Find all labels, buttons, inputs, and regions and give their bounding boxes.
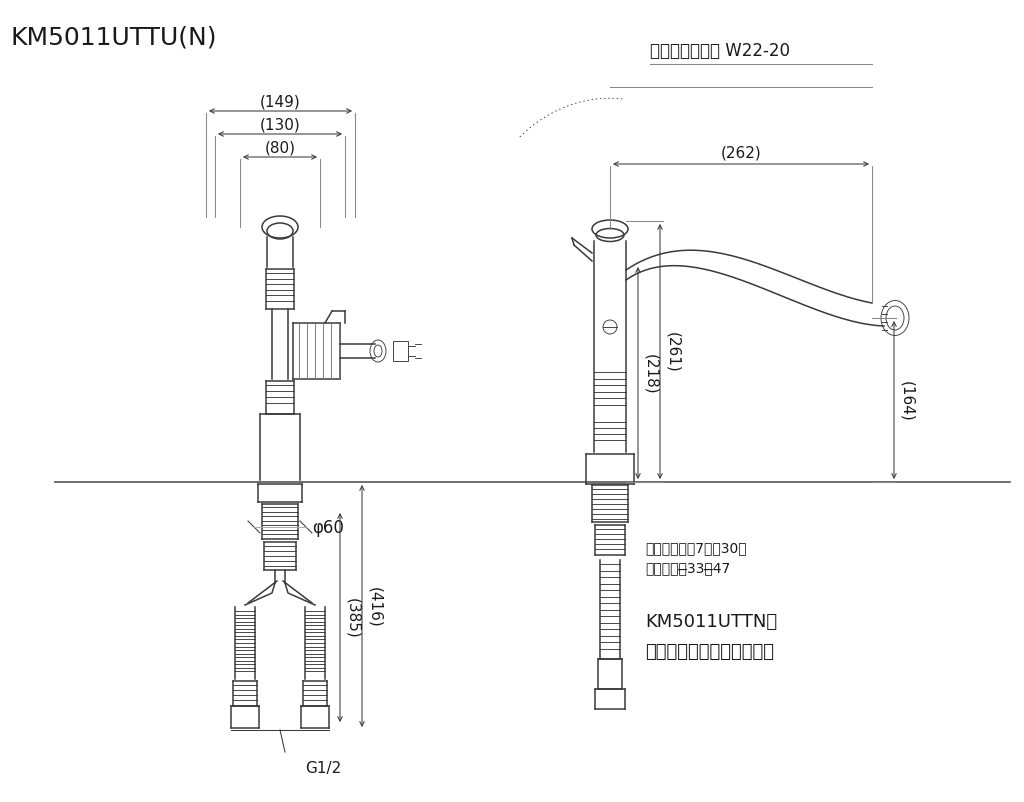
Text: (416): (416)	[367, 586, 382, 626]
Text: G1/2: G1/2	[305, 760, 341, 775]
Text: 取り付け板厚7㎜～30㎜: 取り付け板厚7㎜～30㎜	[645, 541, 746, 554]
Text: KM5011UTTU(N): KM5011UTTU(N)	[10, 25, 216, 49]
Text: (218): (218)	[643, 353, 658, 394]
Text: (262): (262)	[721, 145, 762, 160]
Text: (261): (261)	[665, 332, 680, 372]
Text: (149): (149)	[260, 95, 301, 109]
Bar	[393, 342, 408, 362]
Text: 取り付け穼̶33～̶47: 取り付け穼̶33～̶47	[645, 561, 730, 574]
Text: (130): (130)	[260, 117, 300, 132]
Text: 泡沫器キャップ W22-20: 泡沫器キャップ W22-20	[650, 42, 790, 60]
Text: 分岐止水栓を含みません。: 分岐止水栓を含みません。	[645, 642, 774, 660]
Text: φ60: φ60	[312, 518, 344, 537]
Text: KM5011UTTNは: KM5011UTTNは	[645, 612, 777, 630]
Text: (80): (80)	[264, 140, 296, 156]
Text: (385): (385)	[345, 597, 360, 638]
Text: (164): (164)	[899, 380, 914, 421]
